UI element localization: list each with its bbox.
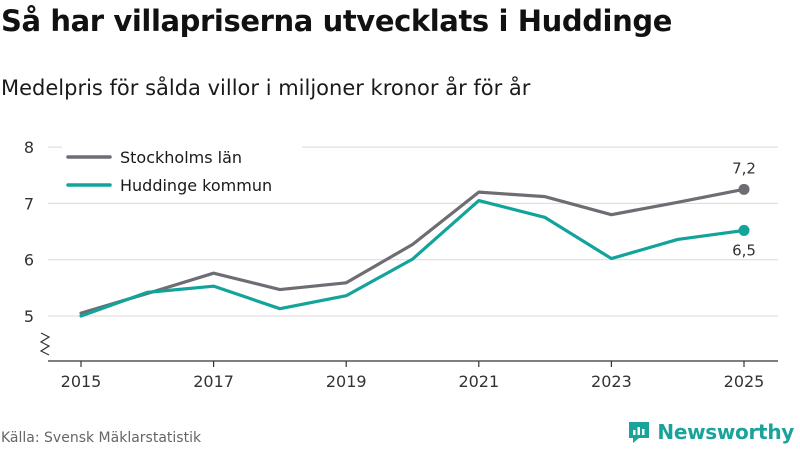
x-tick-label: 2025 (724, 372, 765, 391)
end-value-label: 7,2 (732, 159, 756, 177)
series-line-stockholms-lan (79, 187, 746, 315)
x-tick-label: 2023 (591, 372, 632, 391)
legend: Stockholms län Huddinge kommun (62, 145, 302, 200)
y-tick-label: 6 (24, 251, 34, 270)
x-tick-label: 2019 (326, 372, 367, 391)
chart-title: Så har villapriserna utvecklats i Huddin… (1, 4, 672, 38)
brand-name: Newsworthy (657, 420, 794, 444)
legend-label: Huddinge kommun (120, 176, 272, 195)
y-axis: 5 6 7 8 (24, 138, 51, 356)
y-tick-label: 8 (24, 138, 34, 157)
brand-logo: Newsworthy (627, 420, 794, 444)
x-tick-label: 2017 (193, 372, 234, 391)
legend-background (62, 145, 302, 200)
end-point-marker (738, 183, 750, 195)
axis-break-icon (39, 332, 51, 356)
series-lines: 7,2 6,5 (79, 159, 756, 318)
chart-subtitle: Medelpris för sålda villor i miljoner kr… (1, 76, 531, 100)
x-tick-label: 2021 (458, 372, 499, 391)
end-value-label: 6,5 (732, 241, 756, 259)
source-note: Källa: Svensk Mäklarstatistik (1, 430, 202, 446)
x-tick-label: 2015 (61, 372, 102, 391)
legend-label: Stockholms län (120, 148, 242, 167)
end-point-marker (738, 224, 750, 236)
newsworthy-logo-icon (629, 422, 650, 443)
y-tick-label: 7 (24, 194, 34, 213)
series-line-huddinge-kommun (79, 198, 746, 318)
x-axis: 2015 2017 2019 2021 2023 2025 (48, 360, 778, 391)
y-tick-label: 5 (24, 307, 34, 326)
